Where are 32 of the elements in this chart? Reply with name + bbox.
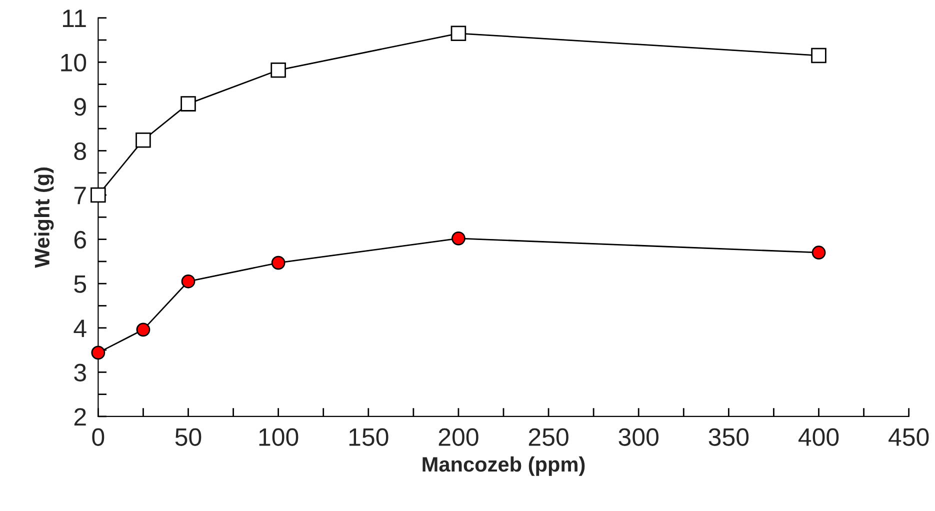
y-tick-label: 10	[61, 54, 86, 72]
point	[452, 231, 466, 246]
y-tick-label: 11	[63, 10, 86, 27]
x-tick-label: 0	[92, 428, 104, 446]
point	[180, 96, 196, 112]
point	[270, 62, 286, 78]
point	[450, 26, 466, 42]
y-tick-label: 8	[74, 142, 86, 160]
point	[811, 48, 826, 64]
x-tick-label: 300	[618, 428, 658, 446]
x-tick-label: 200	[438, 428, 478, 446]
x-axis-title: Mancozeb (ppm)	[422, 456, 585, 476]
x-tick-label: 50	[175, 428, 202, 446]
y-tick-label: 4	[74, 320, 86, 337]
x-tick-label: 250	[528, 428, 568, 446]
x-tick-label: 400	[798, 428, 839, 446]
y-tick-label: 5	[74, 275, 86, 293]
y-tick-label: 2	[74, 408, 86, 426]
point	[181, 274, 196, 288]
y-tick-label: 9	[74, 98, 86, 116]
y-tick-label: 3	[74, 364, 86, 382]
y-tick-label: 6	[74, 230, 86, 249]
x-tick-label: 150	[349, 428, 388, 446]
point	[136, 322, 150, 337]
y-axis-title: Weight (g)	[34, 167, 54, 268]
x-tick-label: 450	[888, 428, 929, 446]
point	[136, 132, 151, 148]
point	[271, 256, 286, 270]
x-tick-label: 100	[259, 428, 298, 446]
point	[812, 246, 826, 260]
y-tick-label: 7	[74, 186, 86, 204]
x-tick-label: 350	[708, 428, 749, 446]
